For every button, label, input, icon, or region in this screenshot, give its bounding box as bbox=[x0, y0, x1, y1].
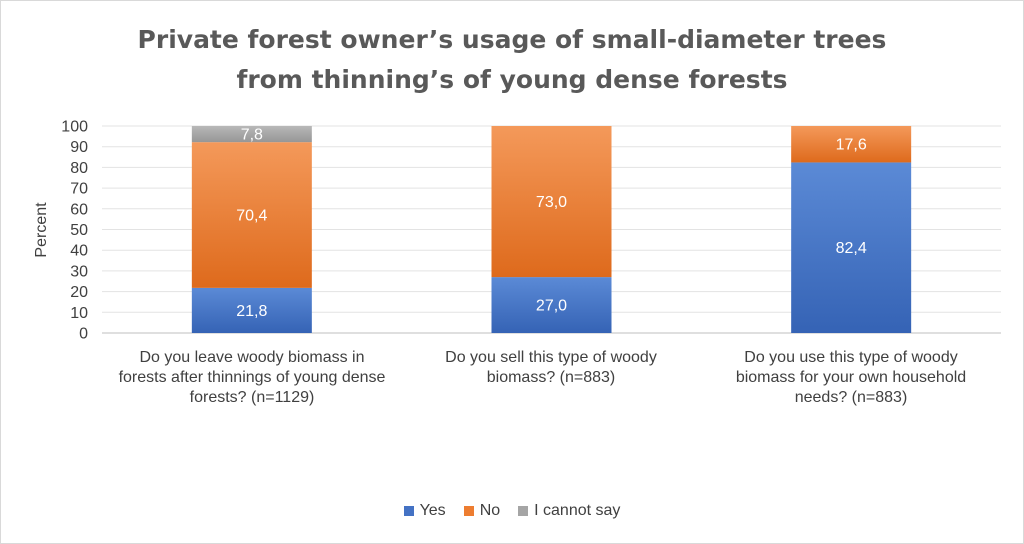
bar-yes-2 bbox=[491, 277, 612, 333]
legend-label-cannot-say: I cannot say bbox=[534, 502, 621, 519]
data-label-no-2: 73,0 bbox=[536, 194, 567, 211]
legend-swatch-no bbox=[463, 506, 474, 516]
bar-no-3 bbox=[791, 126, 912, 163]
category-label-1-line-3: forests? (n=1129) bbox=[189, 389, 315, 406]
category-label-3-line-3: needs? (n=883) bbox=[794, 389, 908, 406]
y-tick-label-70: 70 bbox=[70, 181, 88, 198]
bar-no-1 bbox=[191, 142, 312, 288]
category-label-2: Do you sell this type of woody biomass? … bbox=[401, 348, 701, 388]
bars bbox=[191, 126, 912, 333]
bar-yes-3 bbox=[791, 162, 912, 333]
category-label-2-line-1: Do you sell this type of woody bbox=[445, 349, 657, 366]
bar-no-2 bbox=[491, 126, 612, 278]
legend-item-yes: Yes bbox=[403, 502, 446, 520]
category-label-2-line-2: biomass? (n=883) bbox=[486, 369, 616, 386]
y-tick-label-80: 80 bbox=[70, 160, 88, 177]
bar-i-cannot-say-1 bbox=[191, 126, 312, 143]
data-labels: 21,8 70,4 7,8 27,0 73,0 82,4 17,6 bbox=[236, 127, 867, 320]
legend: Yes No I cannot say bbox=[0, 502, 1024, 520]
category-label-1: Do you leave woody biomass in forests af… bbox=[102, 348, 402, 408]
chart-title-line-2: from thinning’s of young dense forests bbox=[236, 65, 788, 94]
y-tick-label-10: 10 bbox=[70, 305, 88, 322]
data-label-no-3: 17,6 bbox=[836, 137, 867, 154]
category-label-3-line-1: Do you use this type of woody bbox=[744, 349, 958, 366]
category-label-3-line-2: biomass for your own household bbox=[735, 369, 967, 386]
y-tick-label-0: 0 bbox=[79, 326, 88, 343]
y-tick-label-40: 40 bbox=[70, 243, 88, 260]
data-label-yes-3: 82,4 bbox=[836, 240, 867, 257]
category-label-3: Do you use this type of woody biomass fo… bbox=[701, 348, 1001, 408]
category-label-1-line-2: forests after thinnings of young dense bbox=[118, 369, 386, 386]
y-tick-label-100: 100 bbox=[61, 119, 88, 136]
category-label-1-line-1: Do you leave woody biomass in bbox=[139, 349, 365, 366]
y-tick-labels: 0 10 20 30 40 50 60 70 80 90 100 bbox=[61, 119, 88, 343]
chart-title-line-1: Private forest owner’s usage of small-di… bbox=[137, 25, 887, 54]
data-label-yes-1: 21,8 bbox=[236, 303, 267, 320]
data-label-yes-2: 27,0 bbox=[536, 298, 567, 315]
legend-swatch-yes bbox=[403, 506, 414, 516]
data-label-i-cannot-say-1: 7,8 bbox=[241, 127, 263, 144]
legend-label-no: No bbox=[479, 502, 501, 519]
y-tick-label-90: 90 bbox=[70, 139, 88, 156]
legend-item-cannot-say: I cannot say bbox=[518, 502, 620, 520]
y-tick-label-60: 60 bbox=[70, 201, 88, 218]
y-tick-label-20: 20 bbox=[70, 284, 88, 301]
y-tick-label-50: 50 bbox=[70, 222, 88, 239]
legend-item-no: No bbox=[463, 502, 501, 520]
chart-title: Private forest owner’s usage of small-di… bbox=[0, 20, 1024, 100]
legend-swatch-cannot-say bbox=[518, 506, 529, 516]
y-tick-label-30: 30 bbox=[70, 263, 88, 280]
y-axis-label: Percent bbox=[33, 202, 50, 258]
bar-yes-1 bbox=[191, 287, 312, 333]
data-label-no-1: 70,4 bbox=[236, 208, 267, 225]
legend-label-yes: Yes bbox=[419, 502, 446, 519]
